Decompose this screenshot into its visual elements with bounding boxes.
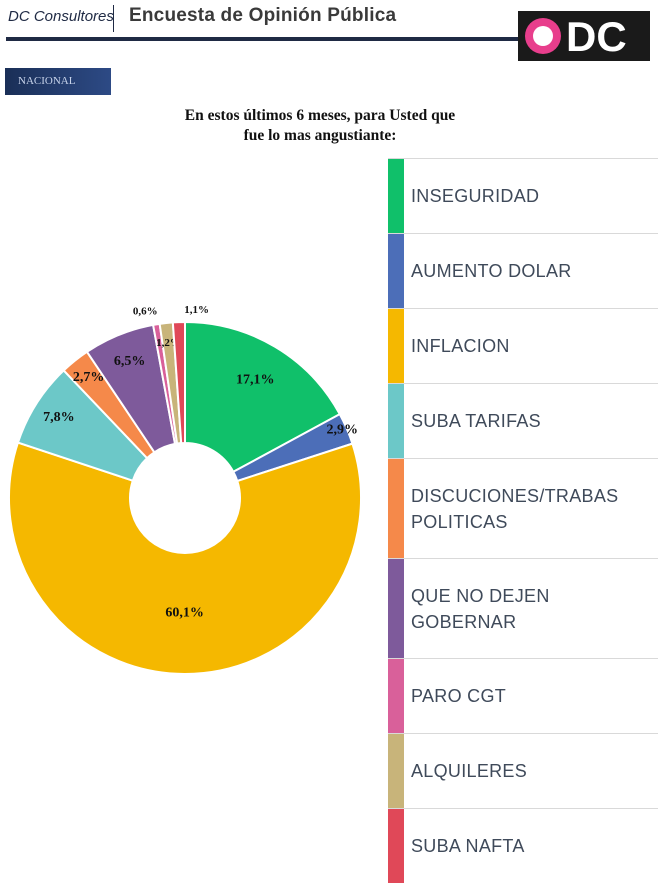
data-label-inflacion: 60,1%: [165, 606, 204, 621]
header-separator: [113, 5, 114, 32]
legend-label: INSEGURIDAD: [411, 186, 540, 206]
legend-item-suba-tarifas: SUBA TARIFAS: [388, 383, 658, 458]
data-label-suba-nafta: 1,1%: [184, 304, 209, 316]
legend-swatch: [388, 559, 404, 658]
data-label-que-no-dejen-gobernar: 6,5%: [114, 354, 146, 369]
logo-text: DC: [566, 13, 627, 60]
odc-logo: DC: [518, 11, 650, 61]
legend-item-aumento-dolar: AUMENTO DOLAR: [388, 233, 658, 308]
legend-swatch: [388, 809, 404, 883]
header-rule: [6, 37, 526, 41]
legend-swatch: [388, 309, 404, 383]
chart-title: En estos últimos 6 meses, para Usted que…: [130, 106, 510, 146]
legend-item-discuciones-trabas-politicas: DISCUCIONES/TRABAS POLITICAS: [388, 458, 658, 558]
legend-label: PARO CGT: [411, 686, 507, 706]
data-label-inseguridad: 17,1%: [236, 372, 275, 387]
data-label-suba-tarifas: 7,8%: [43, 410, 75, 425]
legend-label: DISCUCIONES/TRABAS POLITICAS: [411, 485, 619, 532]
chart-title-line-2: fue lo mas angustiante:: [243, 127, 397, 144]
legend-swatch: [388, 159, 404, 233]
legend-item-suba-nafta: SUBA NAFTA: [388, 808, 658, 883]
data-label-aumento-dolar: 2,9%: [327, 423, 359, 438]
header: DC Consultores Encuesta de Opinión Públi…: [0, 0, 658, 70]
brand-name: DC Consultores: [8, 8, 114, 25]
data-label-discuciones-trabas-politicas: 2,7%: [73, 370, 105, 385]
legend-label: SUBA NAFTA: [411, 836, 525, 856]
slice-inflacion: [8, 441, 362, 675]
donut-chart: 17,1%2,9%60,1%7,8%2,7%6,5%0,6%1,2%1,1%: [8, 304, 362, 675]
legend-swatch: [388, 659, 404, 733]
legend-swatch: [388, 459, 404, 558]
legend-label: INFLACION: [411, 336, 510, 356]
chart-title-line-1: En estos últimos 6 meses, para Usted que: [184, 107, 456, 124]
legend-label: AUMENTO DOLAR: [411, 261, 572, 281]
legend-label: QUE NO DEJEN GOBERNAR: [411, 585, 550, 632]
legend-label: ALQUILERES: [411, 761, 528, 781]
legend-item-paro-cgt: PARO CGT: [388, 658, 658, 733]
legend-swatch: [388, 234, 404, 308]
legend-item-alquileres: ALQUILERES: [388, 733, 658, 808]
region-badge: NACIONAL: [5, 68, 111, 95]
survey-title: Encuesta de Opinión Pública: [129, 5, 397, 26]
legend-item-inflacion: INFLACION: [388, 308, 658, 383]
chart-legend: INSEGURIDAD AUMENTO DOLAR INFLACION SUBA TA…: [388, 158, 658, 883]
legend-label: SUBA TARIFAS: [411, 411, 541, 431]
legend-swatch: [388, 734, 404, 808]
legend-swatch: [388, 384, 404, 458]
legend-item-que-no-dejen-gobernar: QUE NO DEJEN GOBERNAR: [388, 558, 658, 658]
legend-item-inseguridad: INSEGURIDAD: [388, 158, 658, 233]
slice-suba-nafta: [171, 320, 186, 445]
data-label-paro-cgt: 0,6%: [133, 306, 158, 318]
